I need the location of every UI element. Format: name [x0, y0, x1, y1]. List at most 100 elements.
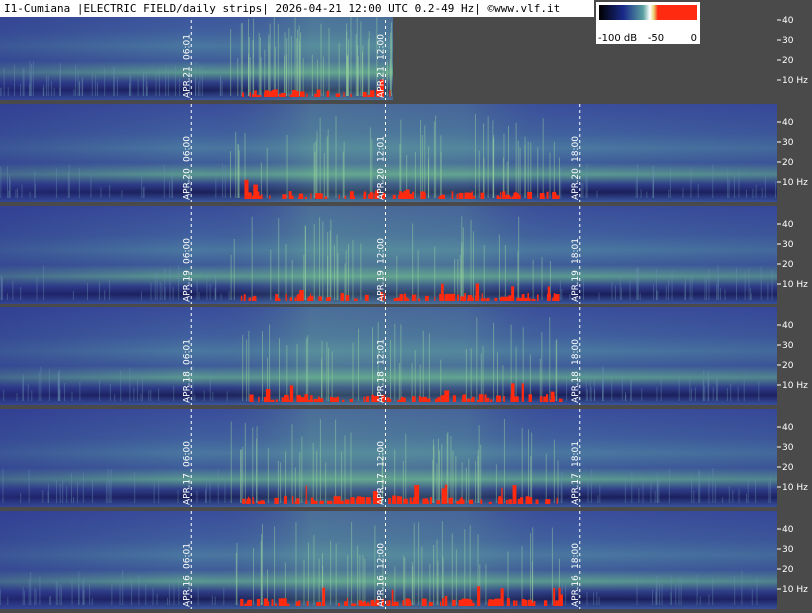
axis-label: 10 Hz [782, 280, 808, 290]
red-burst [367, 94, 372, 97]
red-burst [477, 399, 481, 402]
red-burst [247, 599, 253, 606]
red-burst [536, 294, 539, 301]
red-burst [493, 598, 499, 606]
red-burst [492, 600, 495, 606]
red-burst [288, 399, 293, 402]
marker-time: 12:00 [377, 441, 387, 467]
red-burst [414, 485, 420, 504]
red-burst [298, 193, 304, 199]
red-burst [549, 399, 555, 402]
marker-time: 12:00 [377, 238, 387, 264]
red-burst [252, 497, 254, 504]
red-burst [410, 601, 412, 606]
red-burst [381, 194, 386, 199]
red-burst [338, 603, 341, 606]
red-burst [271, 599, 274, 606]
red-burst [546, 394, 549, 402]
red-burst [529, 602, 535, 606]
marker-date: APR.16 [182, 575, 192, 607]
red-burst [285, 293, 287, 301]
red-burst [264, 601, 270, 606]
red-burst [460, 296, 465, 301]
red-burst [441, 488, 447, 504]
red-burst [264, 90, 270, 97]
marker-date: APR.18 [377, 371, 387, 403]
red-burst [541, 196, 544, 199]
red-burst [520, 298, 525, 301]
marker-time: 18:01 [571, 238, 581, 264]
red-burst [364, 294, 369, 301]
red-burst [346, 598, 348, 606]
red-burst [544, 600, 548, 606]
red-burst [384, 293, 386, 301]
red-burst [539, 193, 545, 199]
red-burst [350, 93, 352, 97]
red-burst [480, 192, 485, 199]
marker-date: APR.16 [377, 575, 387, 607]
red-burst [441, 283, 444, 301]
red-burst [294, 297, 297, 301]
red-burst [240, 295, 243, 301]
red-burst [251, 195, 256, 199]
red-burst [464, 293, 467, 301]
red-burst [558, 587, 561, 606]
red-burst [400, 397, 406, 402]
red-burst [364, 92, 367, 97]
red-burst [372, 395, 374, 402]
red-burst [350, 497, 355, 504]
red-burst [487, 602, 490, 606]
red-burst [471, 191, 473, 199]
red-burst [275, 399, 278, 402]
axis-label: 30 [782, 138, 794, 148]
red-burst [242, 498, 246, 504]
red-burst [553, 587, 556, 606]
red-burst [296, 395, 301, 402]
axis-label: 10 Hz [782, 483, 808, 493]
axis-label: 30 [782, 341, 794, 351]
red-burst [440, 601, 442, 606]
red-burst [462, 598, 464, 606]
red-burst [344, 601, 348, 606]
red-burst [313, 500, 318, 504]
red-burst [393, 298, 398, 301]
red-burst [316, 602, 321, 606]
marker-date: APR.21 [182, 66, 192, 98]
red-burst [244, 603, 250, 606]
red-burst [256, 598, 261, 606]
red-burst [386, 397, 390, 402]
red-burst [475, 283, 480, 301]
red-burst [402, 600, 405, 606]
red-burst [269, 91, 273, 97]
red-burst [297, 297, 301, 301]
marker-date: APR.18 [182, 371, 192, 403]
red-burst [318, 296, 322, 301]
red-burst [388, 600, 391, 606]
red-burst [363, 191, 367, 199]
red-burst [552, 191, 557, 199]
marker-time: 18:00 [571, 339, 581, 365]
red-burst [425, 500, 429, 504]
red-burst [376, 94, 381, 97]
red-burst [310, 193, 312, 199]
red-burst [441, 501, 444, 504]
red-burst [506, 598, 510, 606]
red-burst [418, 298, 421, 301]
red-burst [498, 196, 502, 199]
red-burst [553, 395, 555, 402]
red-burst [295, 601, 300, 606]
red-burst [339, 500, 344, 504]
red-burst [245, 501, 249, 504]
spectrogram-day [0, 511, 777, 609]
red-burst [421, 598, 427, 606]
red-burst [292, 89, 297, 97]
marker-time: 06:00 [182, 136, 192, 162]
red-burst [411, 294, 415, 301]
red-burst [289, 94, 293, 97]
marker-time: 06:01 [182, 543, 192, 569]
axis-label: 10 Hz [782, 76, 808, 86]
red-burst [496, 195, 500, 199]
axis-label: 40 [782, 16, 794, 26]
red-burst [441, 598, 445, 606]
